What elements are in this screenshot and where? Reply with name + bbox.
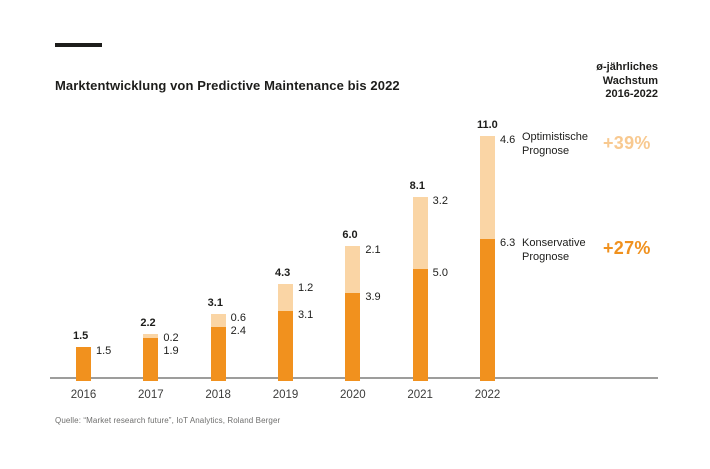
bar-2018-conservative [210,327,226,381]
axis-label-2019: 2019 [272,389,299,401]
value-label-2017-optimistic: 0.2 [163,331,179,344]
value-label-2022-conservative: 6.3 [499,237,516,250]
bar-2018-optimistic [210,313,226,327]
value-label-2019-conservative: 3.1 [297,309,314,322]
value-label-2021-optimistic: 3.2 [432,194,448,207]
growth-header-line-1: ø-jährliches [596,61,658,73]
value-label-2020-conservative: 3.9 [365,291,381,304]
axis-label-2018: 2018 [205,389,231,401]
total-label-2022: 11.0 [476,118,498,131]
value-label-2022-optimistic: 4.6 [499,133,516,146]
bar-2019-conservative [277,311,293,381]
bar-2016-conservative [76,347,91,381]
axis-label-2021: 2021 [407,389,433,401]
growth-header: ø-jährliches Wachstum 2016-2022 [480,61,658,102]
bar-2019-optimistic [277,284,293,312]
legend-conservative: Konservative Prognose [522,236,586,264]
total-label-2017: 2.2 [140,316,156,329]
bar-2021-optimistic [412,196,428,269]
bar-2020-optimistic [345,246,361,294]
conservative-growth-value: +27% [603,238,651,258]
legend-conservative-line-1: Konservative [522,237,586,249]
bar-2017-optimistic [143,333,159,339]
bar-2021-conservative [412,268,428,381]
value-label-2019-optimistic: 1.2 [297,282,314,295]
bar-2017-conservative [143,338,159,381]
growth-header-line-3: 2016-2022 [605,88,658,100]
legend-optimistic: Optimistische Prognose [522,130,588,158]
value-label-2017-conservative: 1.9 [163,344,179,357]
growth-header-line-2: Wachstum [602,74,658,87]
total-label-2021: 8.1 [409,179,425,192]
total-label-2016: 1.5 [73,330,89,343]
value-label-2018-conservative: 2.4 [230,325,246,337]
source-note: Quelle: “Market research future”, IoT An… [55,416,281,425]
value-label-2016-conservative: 1.5 [96,345,112,358]
axis-label-2022: 2022 [474,389,501,401]
value-label-2018-optimistic: 0.6 [230,311,246,324]
value-label-2021-conservative: 5.0 [432,266,448,279]
axis-label-2016: 2016 [70,389,97,401]
legend-conservative-line-2: Prognose [522,251,570,263]
optimistic-growth-value: +39% [603,133,651,153]
legend-optimistic-line-2: Prognose [522,145,570,157]
total-label-2018: 3.1 [207,296,223,309]
bar-2022-optimistic [479,135,495,240]
top-dash [55,43,102,47]
chart-title: Marktentwicklung von Predictive Maintena… [55,78,400,93]
bar-2020-conservative [345,293,361,381]
legend-optimistic-line-1: Optimistische [522,131,589,143]
axis-label-2020: 2020 [340,389,366,401]
value-label-2020-optimistic: 2.1 [365,244,381,256]
bar-2022-conservative [479,239,495,381]
axis-label-2017: 2017 [138,389,164,401]
total-label-2020: 6.0 [342,229,358,241]
total-label-2019: 4.3 [274,267,291,280]
